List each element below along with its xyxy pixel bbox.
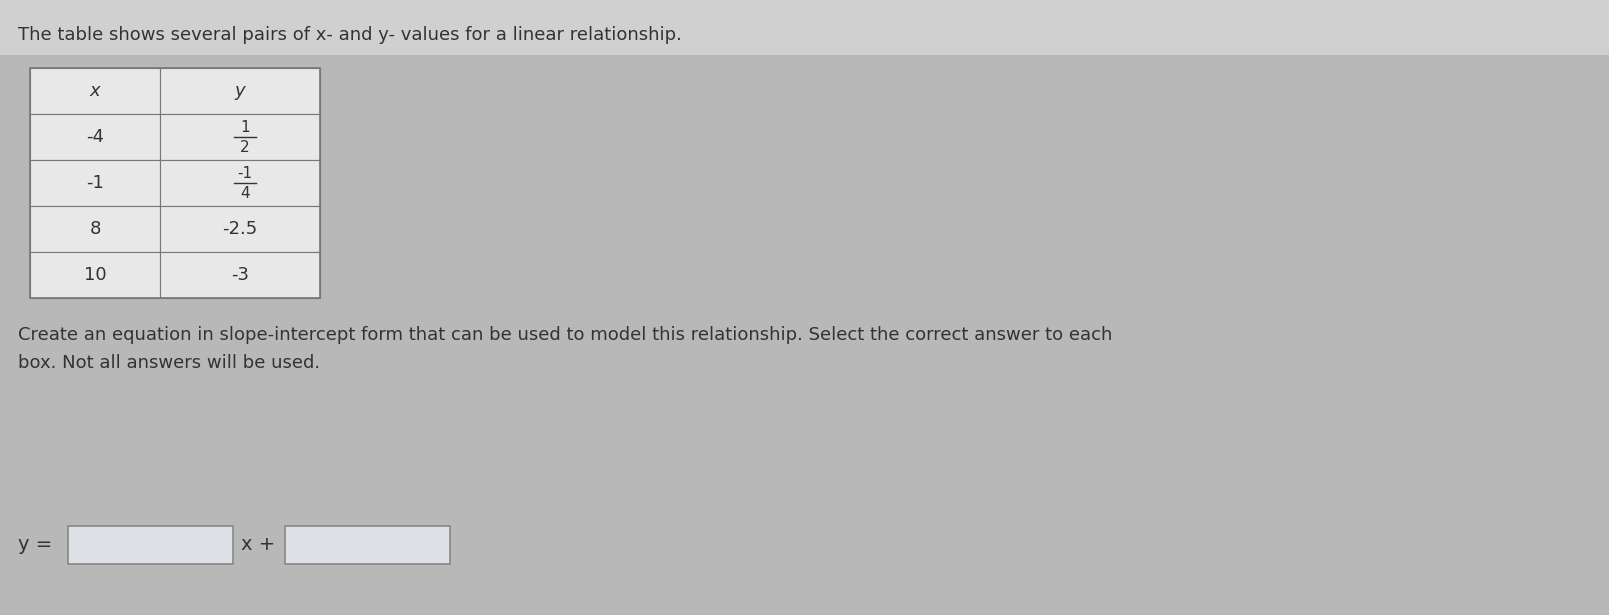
Bar (159, 206, 320, 252)
Bar (31, 206, 159, 252)
Bar (31, 160, 159, 206)
Text: -1: -1 (238, 165, 253, 180)
Bar (31, 68, 159, 114)
Bar (31, 68, 320, 298)
Bar (31, 114, 159, 160)
Bar (31, 252, 159, 298)
Bar (68, 526, 233, 564)
Text: 4: 4 (240, 186, 249, 200)
Bar (159, 114, 320, 160)
Bar (159, 252, 320, 298)
Bar (0, 0, 1609, 55)
Text: 10: 10 (84, 266, 106, 284)
Text: y =: y = (18, 536, 51, 555)
Text: Create an equation in slope-intercept form that can be used to model this relati: Create an equation in slope-intercept fo… (18, 326, 1112, 344)
Text: box. Not all answers will be used.: box. Not all answers will be used. (18, 354, 320, 372)
Text: x: x (90, 82, 100, 100)
Text: 2: 2 (240, 140, 249, 154)
Text: 8: 8 (90, 220, 101, 238)
Text: y: y (235, 82, 245, 100)
Text: The table shows several pairs of x- and y- values for a linear relationship.: The table shows several pairs of x- and … (18, 26, 682, 44)
Text: -3: -3 (232, 266, 249, 284)
Text: -1: -1 (85, 174, 105, 192)
Bar (159, 68, 320, 114)
Text: 1: 1 (240, 119, 249, 135)
Text: x +: x + (241, 536, 275, 555)
Text: -2.5: -2.5 (222, 220, 257, 238)
Bar (159, 160, 320, 206)
Text: -4: -4 (85, 128, 105, 146)
Bar (285, 526, 451, 564)
